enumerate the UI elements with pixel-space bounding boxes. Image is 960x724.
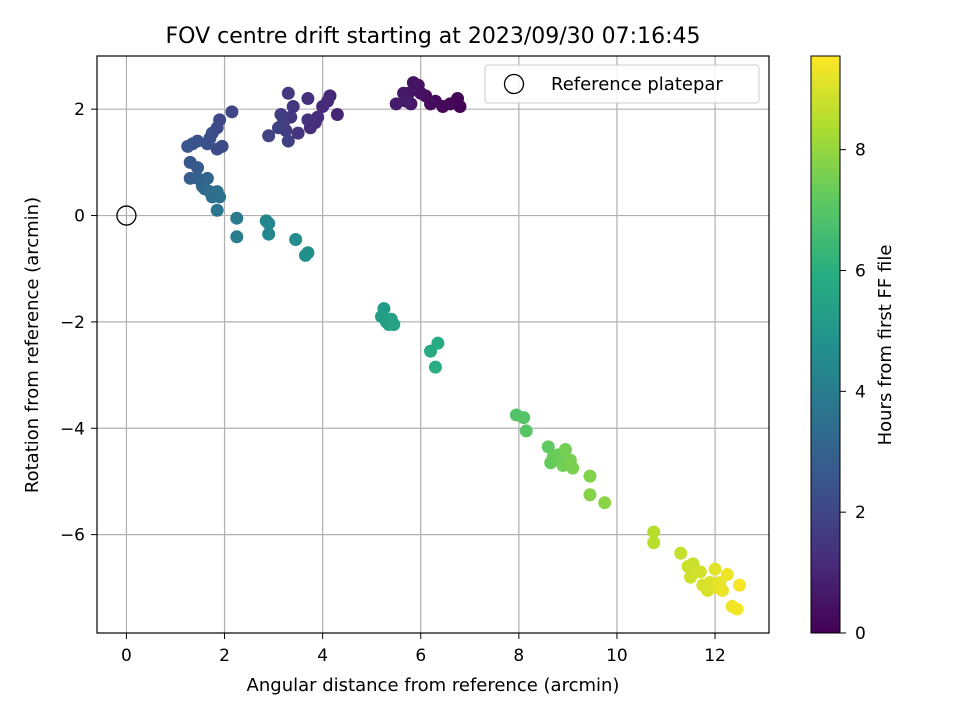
colorbar-tick-label: 0 [855, 624, 866, 644]
x-axis-label: Angular distance from reference (arcmin) [247, 675, 620, 696]
data-point [693, 565, 707, 579]
data-point [301, 113, 315, 127]
colorbar-gradient [810, 55, 841, 634]
data-point [274, 107, 288, 121]
x-tick-label: 12 [704, 646, 726, 666]
data-point [262, 217, 276, 231]
data-point [720, 568, 734, 582]
data-point [558, 443, 572, 457]
data-point [583, 469, 597, 483]
data-point [210, 203, 224, 217]
data-point [213, 190, 227, 204]
data-point [301, 246, 315, 260]
data-point [428, 360, 442, 374]
colorbar-tick-label: 4 [855, 382, 866, 402]
data-point [181, 139, 195, 153]
data-point [262, 129, 276, 143]
data-point [399, 94, 413, 108]
y-tick-label: −2 [60, 313, 85, 333]
data-point [286, 100, 300, 114]
data-point [301, 92, 315, 106]
data-point [291, 126, 305, 140]
data-point [583, 488, 597, 502]
data-point [225, 105, 239, 119]
data-point [316, 100, 330, 114]
reference-platepar-marker [116, 205, 137, 226]
data-point [191, 161, 205, 175]
data-point [281, 134, 295, 148]
data-point [431, 336, 445, 350]
data-point [387, 318, 401, 332]
legend-marker-icon [503, 73, 525, 95]
y-tick-label: 2 [74, 100, 85, 120]
data-point [733, 578, 747, 592]
data-point [541, 440, 555, 454]
legend-frame [484, 64, 760, 104]
data-point [289, 232, 303, 246]
data-point [200, 171, 214, 185]
colorbar-tick-label: 2 [855, 503, 866, 523]
chart-title: FOV centre drift starting at 2023/09/30 … [166, 24, 701, 49]
data-point [715, 583, 729, 597]
data-point [730, 602, 744, 616]
data-point [674, 546, 688, 560]
x-tick-label: 0 [121, 646, 132, 666]
y-tick-label: 0 [74, 207, 85, 227]
y-axis-ticks: 2 0 −2 −4 −6 [60, 100, 97, 546]
colorbar-label: Hours from first FF file [875, 245, 896, 446]
data-point [262, 227, 276, 241]
x-tick-label: 4 [317, 646, 328, 666]
colorbar-tick-label: 6 [855, 261, 866, 281]
x-tick-label: 10 [606, 646, 628, 666]
y-tick-label: −4 [60, 419, 85, 439]
legend-label: Reference platepar [551, 74, 723, 95]
x-tick-label: 2 [219, 646, 230, 666]
data-point [230, 211, 244, 225]
data-point [598, 496, 612, 510]
x-tick-label: 8 [513, 646, 524, 666]
data-point [566, 461, 580, 475]
data-point [517, 411, 531, 425]
colorbar-tick-label: 8 [855, 141, 866, 161]
data-points [116, 76, 747, 616]
data-point [684, 570, 698, 584]
legend: Reference platepar [484, 64, 760, 104]
plot-frame [96, 55, 770, 634]
colorbar: 0 2 4 6 8 Hours from first FF file [810, 55, 896, 644]
data-point [647, 536, 661, 550]
data-point [271, 121, 285, 135]
data-point [708, 562, 722, 576]
data-point [200, 137, 214, 151]
data-point [519, 424, 533, 438]
data-point [210, 142, 224, 156]
data-point [281, 86, 295, 100]
data-point [647, 525, 661, 539]
x-tick-label: 6 [415, 646, 426, 666]
data-point [230, 230, 244, 244]
x-axis-ticks: 0 2 4 6 8 10 12 [121, 633, 726, 666]
colorbar-ticks: 0 2 4 6 8 [840, 141, 866, 644]
y-axis-label: Rotation from reference (arcmin) [22, 197, 43, 493]
y-tick-label: −6 [60, 526, 85, 546]
data-point [389, 97, 403, 111]
data-point [330, 107, 344, 121]
data-point [406, 76, 420, 90]
